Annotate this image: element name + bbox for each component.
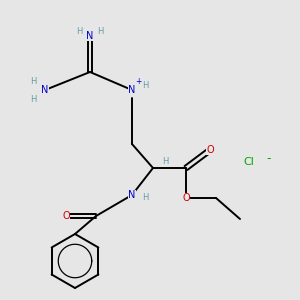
Text: H: H [97, 27, 104, 36]
Text: N: N [41, 85, 49, 95]
Text: O: O [182, 193, 190, 203]
Text: Cl: Cl [244, 157, 254, 167]
Text: O: O [206, 145, 214, 155]
Text: H: H [30, 94, 36, 103]
Text: +: + [135, 76, 142, 85]
Text: O: O [62, 211, 70, 221]
Text: H: H [162, 158, 168, 166]
Text: H: H [142, 194, 149, 202]
Text: N: N [128, 85, 136, 95]
Text: N: N [128, 190, 136, 200]
Text: H: H [30, 76, 36, 85]
Text: H: H [76, 27, 83, 36]
Text: H: H [142, 81, 149, 90]
Text: N: N [86, 31, 94, 41]
Text: -: - [266, 152, 271, 166]
